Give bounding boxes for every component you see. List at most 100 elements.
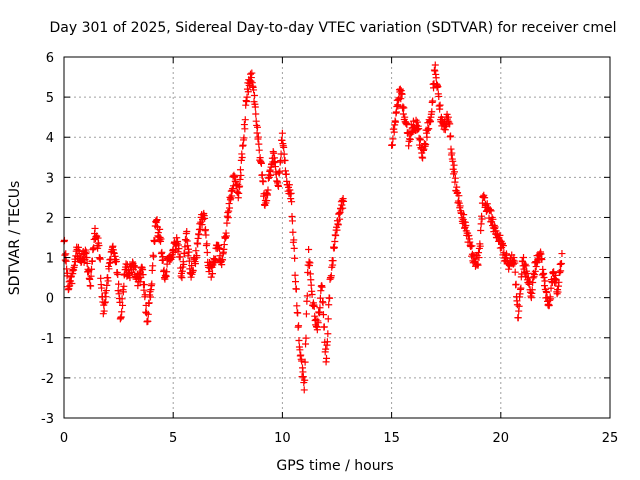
data-point-interp	[201, 214, 209, 222]
data-point-interp	[98, 284, 106, 292]
data-point-interp	[252, 110, 260, 118]
y-tick-label: -1	[41, 332, 54, 347]
data-point-interp	[132, 263, 140, 271]
data-point-interp	[226, 204, 234, 212]
data-point-interp	[236, 175, 244, 183]
data-point-interp	[243, 93, 251, 101]
data-point-interp	[264, 186, 272, 194]
data-point-interp	[423, 133, 431, 141]
data-point-interp	[460, 211, 468, 219]
data-point-interp	[415, 134, 423, 142]
data-point-interp	[143, 309, 151, 317]
data-point	[209, 270, 217, 278]
data-point-interp	[258, 171, 266, 179]
data-point-interp	[511, 268, 519, 276]
data-point-interp	[185, 248, 193, 256]
y-tick-label: 2	[46, 211, 54, 226]
data-point-interp	[202, 231, 210, 239]
data-point-interp	[307, 281, 315, 289]
data-point-interp	[530, 271, 538, 279]
data-point-interp	[388, 141, 396, 149]
data-point-interp	[541, 277, 549, 285]
y-tick-label: 1	[46, 252, 54, 267]
data-point-interp	[326, 294, 334, 302]
data-point-interp	[159, 256, 167, 264]
data-point-interp	[521, 260, 529, 268]
data-point-interp	[88, 265, 96, 273]
data-point-interp	[189, 267, 197, 275]
data-point-interp	[148, 280, 156, 288]
data-point-interp	[68, 280, 76, 288]
data-point-interp	[453, 183, 461, 191]
data-point-interp	[140, 281, 148, 289]
grid-layer	[64, 57, 610, 418]
data-point-interp	[556, 268, 564, 276]
data-point-interp	[323, 338, 331, 346]
plot-frame	[63, 56, 611, 419]
data-point-interp	[110, 249, 118, 257]
data-point-interp	[547, 284, 555, 292]
data-point	[292, 278, 300, 286]
data-point-interp	[423, 126, 431, 134]
data-point-interp	[540, 274, 548, 282]
data-point-interp	[278, 136, 286, 144]
y-tick-label: 3	[46, 171, 54, 186]
data-point	[523, 270, 531, 278]
data-point-interp	[301, 358, 309, 366]
data-point-interp	[86, 275, 94, 283]
data-point-interp	[431, 67, 439, 75]
data-point-interp	[299, 373, 307, 381]
data-point-interp	[496, 231, 504, 239]
data-point-interp	[263, 197, 271, 205]
data-point-interp	[290, 244, 298, 252]
data-point-interp	[280, 143, 288, 151]
data-point-interp	[415, 125, 423, 133]
data-point-interp	[455, 192, 463, 200]
data-point-interp	[220, 241, 228, 249]
data-point-interp	[130, 262, 138, 270]
data-point-interp	[247, 70, 255, 78]
data-point-interp	[316, 294, 324, 302]
data-point-interp	[88, 257, 96, 265]
data-point	[558, 250, 566, 258]
data-point-interp	[291, 271, 299, 279]
data-point-interp	[254, 123, 262, 131]
data-point-interp	[316, 304, 324, 312]
data-point-interp	[91, 224, 99, 232]
data-point-interp	[244, 88, 252, 96]
data-point-interp	[225, 207, 233, 215]
data-point-interp	[65, 285, 73, 293]
data-point-interp	[126, 274, 134, 282]
data-point-interp	[306, 270, 314, 278]
data-point-interp	[255, 140, 263, 148]
data-point-interp	[511, 259, 519, 267]
data-point-interp	[184, 252, 192, 260]
data-point-interp	[318, 283, 326, 291]
data-point-interp	[291, 254, 299, 262]
data-point-interp	[224, 214, 232, 222]
data-point-interp	[339, 204, 347, 212]
data-point-interp	[319, 311, 327, 319]
data-point	[514, 314, 522, 322]
data-point-interp	[306, 259, 314, 267]
data-point-interp	[555, 278, 563, 286]
data-point-interp	[478, 215, 486, 223]
data-point-interp	[324, 315, 332, 323]
data-point-interp	[191, 260, 199, 268]
data-point-interp	[392, 118, 400, 126]
data-point-interp	[251, 103, 259, 111]
data-point-interp	[513, 301, 521, 309]
data-point-interp	[389, 135, 397, 143]
data-point-interp	[114, 270, 122, 278]
data-point-interp	[158, 248, 166, 256]
data-point	[305, 246, 313, 254]
data-point-interp	[144, 310, 152, 318]
data-point-interp	[238, 154, 246, 162]
x-tick-label: 5	[169, 431, 177, 446]
data-point-interp	[192, 247, 200, 255]
data-point	[340, 197, 348, 205]
data-point-interp	[468, 242, 476, 250]
data-point-interp	[223, 219, 231, 227]
data-point-interp	[145, 299, 153, 307]
data-point-interp	[554, 288, 562, 296]
